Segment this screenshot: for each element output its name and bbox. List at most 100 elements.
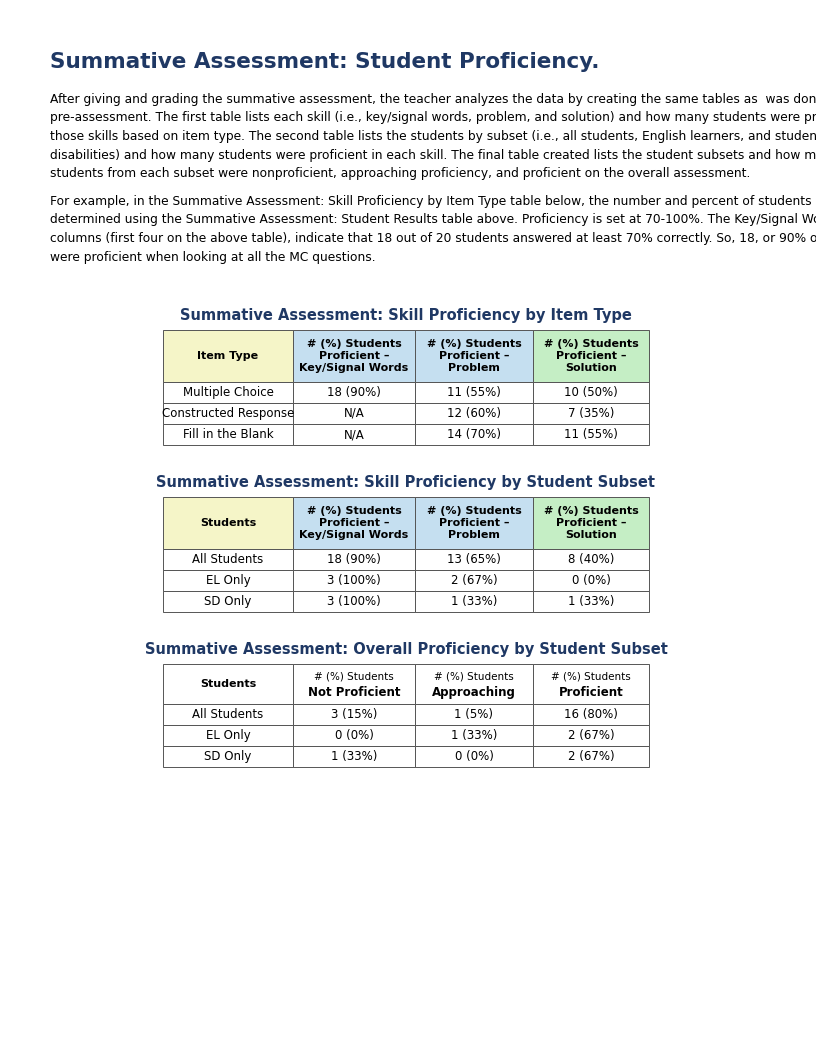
- Text: # (%) Students
Proficient –
Problem: # (%) Students Proficient – Problem: [427, 506, 521, 541]
- Bar: [415, 549, 533, 570]
- Text: # (%) Students: # (%) Students: [551, 672, 631, 682]
- Text: 14 (70%): 14 (70%): [447, 428, 501, 441]
- Text: 7 (35%): 7 (35%): [568, 407, 614, 420]
- Bar: [415, 746, 533, 767]
- Text: 18 (90%): 18 (90%): [327, 386, 381, 399]
- Bar: [533, 497, 649, 549]
- Text: After giving and grading the summative assessment, the teacher analyzes the data: After giving and grading the summative a…: [50, 93, 816, 180]
- Text: 3 (100%): 3 (100%): [327, 595, 381, 608]
- Text: 10 (50%): 10 (50%): [564, 386, 618, 399]
- Text: Multiple Choice: Multiple Choice: [183, 386, 273, 399]
- Text: # (%) Students
Proficient –
Key/Signal Words: # (%) Students Proficient – Key/Signal W…: [299, 339, 409, 374]
- Bar: [415, 725, 533, 746]
- Bar: [163, 403, 293, 425]
- Bar: [533, 664, 649, 704]
- Text: Summative Assessment: Overall Proficiency by Student Subset: Summative Assessment: Overall Proficienc…: [144, 642, 667, 657]
- Text: 0 (0%): 0 (0%): [571, 574, 610, 587]
- Text: Not Proficient: Not Proficient: [308, 686, 401, 699]
- Text: 1 (33%): 1 (33%): [568, 595, 614, 608]
- Bar: [163, 725, 293, 746]
- Text: 8 (40%): 8 (40%): [568, 553, 614, 566]
- Bar: [533, 382, 649, 403]
- Text: Summative Assessment: Skill Proficiency by Student Subset: Summative Assessment: Skill Proficiency …: [157, 475, 655, 490]
- Bar: [415, 591, 533, 612]
- Text: SD Only: SD Only: [204, 595, 251, 608]
- Text: 0 (0%): 0 (0%): [455, 750, 494, 763]
- Text: Fill in the Blank: Fill in the Blank: [183, 428, 273, 441]
- Bar: [533, 329, 649, 382]
- Text: 18 (90%): 18 (90%): [327, 553, 381, 566]
- Bar: [293, 549, 415, 570]
- Text: All Students: All Students: [193, 553, 264, 566]
- Bar: [293, 403, 415, 425]
- Bar: [293, 725, 415, 746]
- Bar: [533, 403, 649, 425]
- Text: N/A: N/A: [344, 407, 365, 420]
- Bar: [533, 746, 649, 767]
- Text: # (%) Students: # (%) Students: [314, 672, 394, 682]
- Bar: [293, 664, 415, 704]
- Text: 3 (15%): 3 (15%): [330, 708, 377, 721]
- Text: N/A: N/A: [344, 428, 365, 441]
- Bar: [415, 704, 533, 725]
- Text: Approaching: Approaching: [432, 686, 516, 699]
- Bar: [293, 591, 415, 612]
- Text: # (%) Students
Proficient –
Problem: # (%) Students Proficient – Problem: [427, 339, 521, 374]
- Text: 12 (60%): 12 (60%): [447, 407, 501, 420]
- Text: # (%) Students
Proficient –
Key/Signal Words: # (%) Students Proficient – Key/Signal W…: [299, 506, 409, 541]
- Text: Item Type: Item Type: [197, 351, 259, 361]
- Bar: [293, 746, 415, 767]
- Bar: [293, 329, 415, 382]
- Bar: [415, 382, 533, 403]
- Bar: [533, 425, 649, 445]
- Text: For example, in the Summative Assessment: Skill Proficiency by Item Type table b: For example, in the Summative Assessment…: [50, 195, 816, 264]
- Text: 0 (0%): 0 (0%): [335, 729, 374, 742]
- Bar: [163, 382, 293, 403]
- Text: Students: Students: [200, 518, 256, 528]
- Bar: [415, 329, 533, 382]
- Text: 3 (100%): 3 (100%): [327, 574, 381, 587]
- Text: All Students: All Students: [193, 708, 264, 721]
- Bar: [163, 329, 293, 382]
- Bar: [163, 704, 293, 725]
- Text: EL Only: EL Only: [206, 729, 251, 742]
- Text: 11 (55%): 11 (55%): [564, 428, 618, 441]
- Bar: [415, 664, 533, 704]
- Text: 16 (80%): 16 (80%): [564, 708, 618, 721]
- Text: 1 (33%): 1 (33%): [450, 595, 497, 608]
- Bar: [415, 497, 533, 549]
- Bar: [415, 570, 533, 591]
- Text: Students: Students: [200, 679, 256, 689]
- Bar: [533, 725, 649, 746]
- Text: SD Only: SD Only: [204, 750, 251, 763]
- Text: 1 (33%): 1 (33%): [330, 750, 377, 763]
- Bar: [415, 425, 533, 445]
- Text: 1 (5%): 1 (5%): [455, 708, 494, 721]
- Bar: [163, 570, 293, 591]
- Bar: [163, 549, 293, 570]
- Bar: [163, 425, 293, 445]
- Text: Summative Assessment: Skill Proficiency by Item Type: Summative Assessment: Skill Proficiency …: [180, 308, 632, 323]
- Bar: [293, 497, 415, 549]
- Bar: [163, 497, 293, 549]
- Text: 13 (65%): 13 (65%): [447, 553, 501, 566]
- Bar: [533, 704, 649, 725]
- Text: Proficient: Proficient: [559, 686, 623, 699]
- Bar: [533, 591, 649, 612]
- Bar: [163, 746, 293, 767]
- Text: 11 (55%): 11 (55%): [447, 386, 501, 399]
- Bar: [293, 704, 415, 725]
- Text: # (%) Students
Proficient –
Solution: # (%) Students Proficient – Solution: [543, 339, 638, 374]
- Text: # (%) Students: # (%) Students: [434, 672, 514, 682]
- Text: Constructed Response: Constructed Response: [162, 407, 295, 420]
- Text: 2 (67%): 2 (67%): [450, 574, 497, 587]
- Bar: [533, 570, 649, 591]
- Text: 2 (67%): 2 (67%): [568, 729, 614, 742]
- Bar: [293, 382, 415, 403]
- Text: 1 (33%): 1 (33%): [450, 729, 497, 742]
- Text: Summative Assessment: Student Proficiency.: Summative Assessment: Student Proficienc…: [50, 52, 600, 72]
- Bar: [415, 403, 533, 425]
- Text: EL Only: EL Only: [206, 574, 251, 587]
- Text: # (%) Students
Proficient –
Solution: # (%) Students Proficient – Solution: [543, 506, 638, 541]
- Bar: [163, 591, 293, 612]
